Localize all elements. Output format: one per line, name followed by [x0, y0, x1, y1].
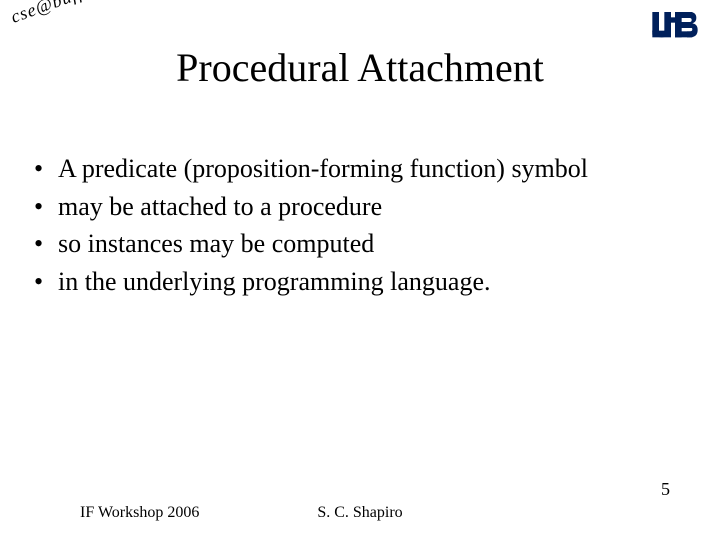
list-item: A predicate (proposition-forming functio… [30, 150, 690, 188]
ub-logo [648, 8, 702, 49]
list-item: so instances may be computed [30, 225, 690, 263]
slide: cse@buffalo Procedural Attachment A pred… [0, 0, 720, 540]
footer-center: S. C. Shapiro [0, 504, 720, 522]
page-number: 5 [661, 479, 670, 500]
ub-interlocking-icon [648, 8, 702, 44]
slide-body: A predicate (proposition-forming functio… [30, 150, 690, 301]
slide-title: Procedural Attachment [0, 44, 720, 91]
cse-buffalo-logo: cse@buffalo [8, 0, 111, 28]
list-item: in the underlying programming language. [30, 263, 690, 301]
bullet-list: A predicate (proposition-forming functio… [30, 150, 690, 301]
list-item: may be attached to a procedure [30, 188, 690, 226]
